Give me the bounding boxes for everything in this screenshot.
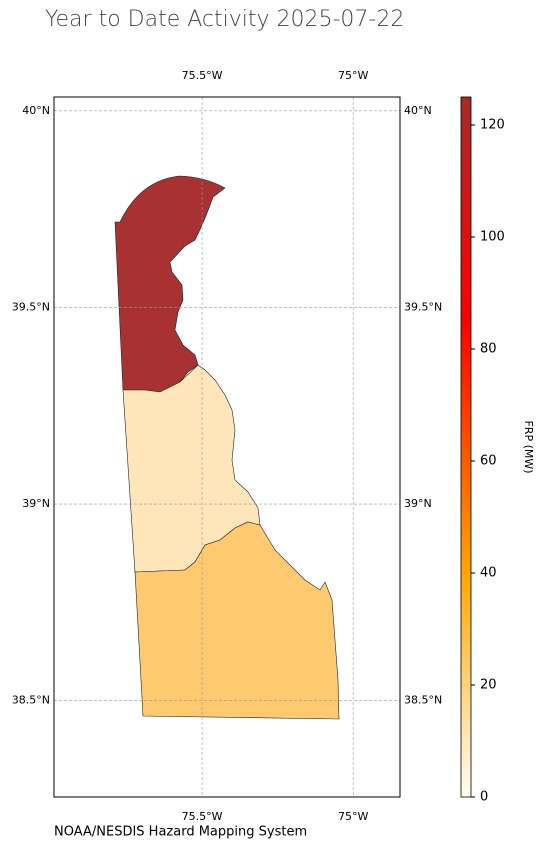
colorbar-tick-label: 20 xyxy=(480,678,497,693)
y-tick-label: 39.5°N xyxy=(404,300,442,313)
map-frame xyxy=(53,96,401,798)
map-title: Year to Date Activity 2025-07-22 xyxy=(45,7,404,32)
colorbar-tick-label: 0 xyxy=(480,790,488,805)
grid xyxy=(54,97,400,797)
source-label: NOAA/NESDIS Hazard Mapping System xyxy=(54,825,307,840)
colorbar-tick-label: 40 xyxy=(480,566,497,581)
x-tick-label: 75.5°W xyxy=(182,810,223,823)
colorbar-tick-label: 120 xyxy=(480,118,505,133)
region xyxy=(134,521,340,720)
region xyxy=(114,175,226,393)
colorbar-label: FRP (MW) xyxy=(522,420,535,473)
y-tick-label: 38.5°N xyxy=(404,694,442,707)
regions xyxy=(114,175,340,720)
y-tick-label: 40°N xyxy=(404,104,432,117)
y-tick-label: 39°N xyxy=(22,497,50,510)
colorbar-tick-label: 100 xyxy=(480,230,505,245)
colorbar xyxy=(460,96,472,798)
colorbar-tick-label: 60 xyxy=(480,454,497,469)
y-tick-label: 39.5°N xyxy=(12,300,50,313)
x-tick-label: 75°W xyxy=(338,810,368,823)
y-tick-label: 40°N xyxy=(22,104,50,117)
x-tick-label: 75.5°W xyxy=(182,69,223,82)
y-tick-label: 39°N xyxy=(404,497,432,510)
y-tick-label: 38.5°N xyxy=(12,694,50,707)
x-tick-label: 75°W xyxy=(338,69,368,82)
colorbar-tick-label: 80 xyxy=(480,342,497,357)
